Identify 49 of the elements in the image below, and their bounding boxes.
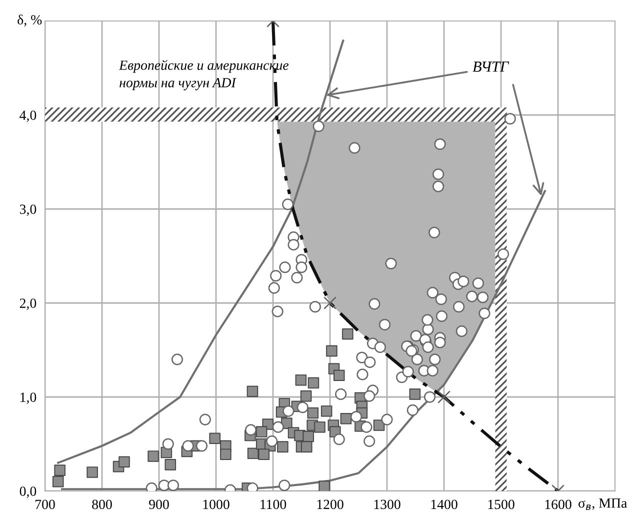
point (300, 390, 312, 402)
point (373, 420, 385, 431)
point (326, 345, 338, 357)
y-tick-label: 2,0 (20, 298, 36, 310)
point (246, 386, 258, 397)
y-axis-title: δ, % (18, 14, 42, 26)
x-tick-label: 1200 (317, 500, 344, 510)
point (333, 370, 345, 382)
point (220, 448, 232, 460)
point (256, 426, 268, 438)
point (209, 432, 220, 444)
x-tick-label: 1600 (545, 500, 572, 510)
y-tick-label: 1,0 (20, 392, 36, 404)
x-tick-label: 1400 (431, 500, 458, 510)
point (302, 430, 314, 442)
annotation: ВЧТГ (472, 62, 510, 72)
x-axis-title: σ$_{в}$, МПа (578, 498, 627, 510)
point (342, 328, 354, 340)
x-tick-label: 1500 (488, 500, 514, 510)
y-tick-label: 3,0 (20, 204, 36, 216)
x-tick-label: 1300 (374, 500, 400, 510)
point (300, 441, 312, 452)
x-tick-label: 1000 (203, 500, 230, 510)
point (437, 390, 451, 404)
point (118, 456, 130, 468)
point (277, 441, 288, 452)
point (258, 448, 270, 460)
annotation: Европейские и американские нормы на чугун ADI (118, 60, 289, 90)
x-tick-label: 700 (36, 500, 55, 510)
point (148, 450, 159, 462)
point (295, 374, 307, 386)
point (308, 377, 320, 389)
point (323, 296, 337, 310)
point (409, 388, 421, 400)
point (307, 407, 319, 419)
point (340, 412, 352, 424)
line-series (57, 40, 344, 464)
y-tick-label: 4,0 (20, 110, 36, 122)
x-tick-label: 1100 (260, 500, 286, 510)
point (320, 405, 332, 417)
point (314, 421, 326, 433)
point (164, 459, 176, 470)
point (318, 480, 330, 491)
x-tick-label: 900 (149, 500, 169, 510)
y-tick-label: 0,0 (20, 486, 36, 498)
point (52, 476, 64, 488)
point (86, 466, 98, 478)
x-tick-label: 800 (92, 500, 112, 510)
point (54, 464, 66, 476)
